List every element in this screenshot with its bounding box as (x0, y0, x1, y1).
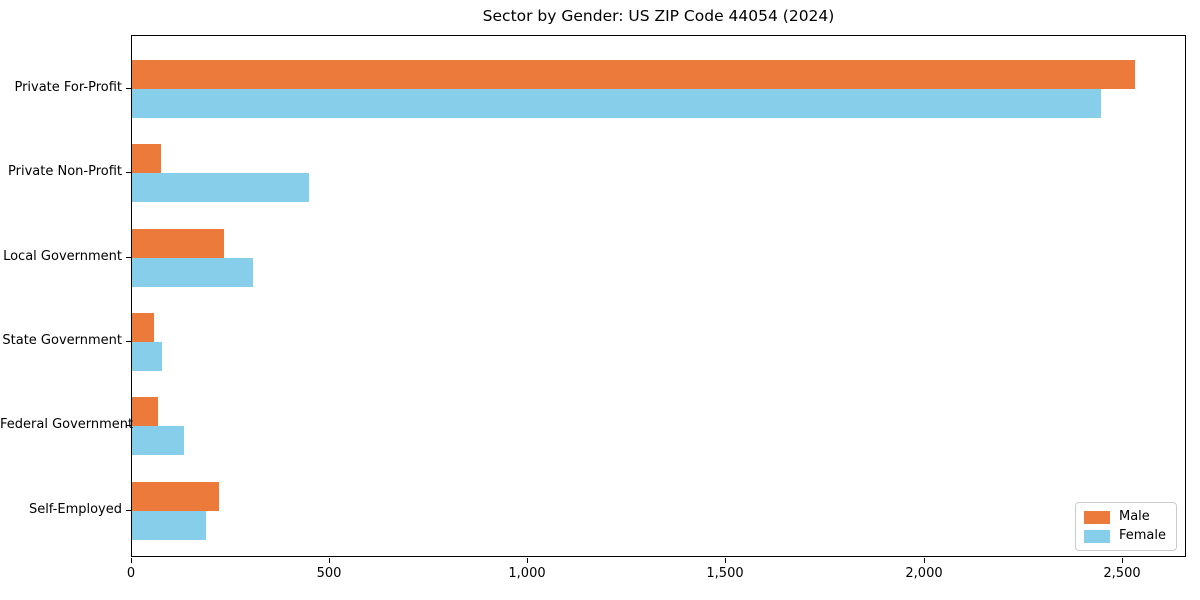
x-tick-label: 1,000 (508, 566, 546, 581)
y-tick (126, 256, 131, 258)
y-tick-label: Self-Employed (28, 501, 122, 517)
bar-male (132, 481, 219, 511)
legend-entry: Male (1083, 509, 1166, 524)
bar-female (132, 89, 1101, 118)
x-tick-label: 2,500 (1103, 566, 1141, 581)
bar-male (132, 228, 224, 258)
legend-label: Male (1118, 509, 1150, 524)
plot-area: Male Female (131, 35, 1186, 557)
x-tick (527, 558, 528, 563)
x-tick-label: 500 (316, 566, 342, 581)
bar-female (132, 510, 206, 540)
chart-title: Sector by Gender: US ZIP Code 44054 (202… (482, 7, 835, 25)
x-tick-label: 2,000 (905, 566, 943, 581)
y-tick-label: Private For-Profit (14, 80, 122, 95)
y-tick-label: State Government (2, 332, 122, 348)
bar-male (132, 144, 161, 174)
y-tick-label: Local Government (3, 248, 122, 264)
y-tick (126, 340, 131, 342)
x-tick (131, 558, 132, 563)
legend-label: Female (1118, 528, 1166, 543)
bar-female (132, 257, 253, 287)
legend-entry: Female (1083, 528, 1166, 543)
bar-female (132, 173, 309, 203)
y-tick (126, 172, 131, 174)
x-tick (1122, 558, 1123, 563)
x-tick (329, 558, 330, 563)
x-tick-label: 1,500 (706, 566, 744, 581)
y-tick (126, 88, 131, 89)
x-tick-label: 0 (126, 566, 136, 581)
bar-male (132, 397, 158, 427)
bar-female (132, 426, 184, 456)
bar-female (132, 341, 162, 371)
x-tick (725, 558, 726, 563)
y-tick-label: Private Non-Profit (8, 164, 122, 180)
legend-swatch-male (1083, 510, 1110, 524)
x-tick (924, 558, 925, 563)
bar-male (132, 312, 154, 342)
legend: Male Female (1074, 502, 1177, 551)
y-tick (126, 509, 131, 511)
legend-swatch-female (1083, 529, 1110, 543)
y-tick-label: Federal Government (0, 417, 134, 433)
bar-male (132, 60, 1135, 89)
y-tick (126, 425, 131, 427)
